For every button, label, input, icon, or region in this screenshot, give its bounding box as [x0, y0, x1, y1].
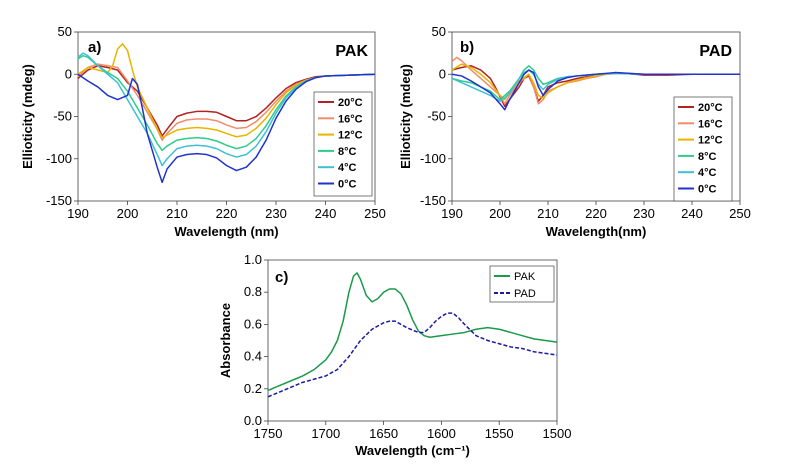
y-tick-label: -150: [420, 193, 446, 208]
x-tick-label: 1500: [543, 426, 572, 441]
x-tick-label: 1750: [254, 426, 283, 441]
y-tick-label: 50: [432, 24, 446, 39]
series-line-0°C: [451, 69, 740, 111]
x-tick-label: 190: [67, 206, 89, 221]
x-tick-label: 200: [117, 206, 139, 221]
x-axis-label: Wavelength (cm⁻¹): [355, 443, 470, 458]
series-group: [451, 56, 740, 111]
series-line-20°C: [77, 65, 376, 137]
y-axis-label: Ellioticity (mdeg): [398, 64, 413, 169]
panel-label: b): [460, 39, 474, 56]
legend-entry: 4°C: [698, 167, 717, 179]
series-line-PAK: [267, 272, 558, 392]
legend-entry: 0°C: [338, 179, 357, 191]
y-tick-label: 0.4: [244, 349, 262, 364]
legend-entry: 8°C: [338, 146, 357, 158]
chart-title: PAK: [335, 43, 368, 60]
x-tick-label: 210: [166, 206, 188, 221]
x-tick-label: 1600: [427, 426, 456, 441]
x-tick-label: 220: [585, 206, 607, 221]
series-line-12°C: [77, 43, 376, 139]
legend: PAK PAD: [489, 265, 555, 303]
x-tick-label: 220: [216, 206, 238, 221]
y-tick-label: 0.2: [244, 381, 262, 396]
legend-box: [673, 96, 733, 202]
x-tick-label: 230: [633, 206, 655, 221]
y-tick-label: 0: [65, 66, 72, 81]
x-tick-label: 230: [265, 206, 287, 221]
series-group: [267, 272, 558, 398]
y-tick-label: 50: [58, 24, 72, 39]
legend-entry: 8°C: [698, 151, 717, 163]
y-axis-label: Ellioticity (mdeg): [20, 64, 35, 169]
chart-title: PAD: [699, 43, 732, 60]
x-axis-label: Wavelength(nm): [546, 224, 647, 239]
x-tick-label: 1700: [311, 426, 340, 441]
legend-box: [489, 265, 555, 303]
legend-entry: 16°C: [338, 113, 363, 125]
series-group: [77, 43, 376, 184]
y-tick-label: 0.6: [244, 316, 262, 331]
x-tick-label: 250: [364, 206, 386, 221]
y-axis-label: Absorbance: [218, 303, 233, 378]
y-tick-label: -50: [427, 109, 446, 124]
series-line-0°C: [77, 73, 376, 184]
series-line-8°C: [451, 65, 740, 101]
legend: 20°C 16°C 12°C 8°C 4°C 0°C: [673, 96, 733, 202]
panel-label: a): [88, 39, 101, 56]
y-tick-label: -50: [53, 109, 72, 124]
x-axis-label: Wavelength (nm): [174, 224, 278, 239]
legend: 20°C 16°C 12°C 8°C 4°C 0°C: [313, 91, 373, 197]
series-line-PAD: [267, 312, 558, 398]
x-tick-label: 250: [729, 206, 751, 221]
legend-entry: 12°C: [338, 130, 363, 142]
series-line-12°C: [451, 63, 740, 101]
legend-entry: 4°C: [338, 162, 357, 174]
plot-frame: [267, 259, 558, 422]
x-tick-label: 240: [681, 206, 703, 221]
x-tick-label: 1650: [369, 426, 398, 441]
legend-entry: 20°C: [698, 102, 723, 114]
legend-entry: PAK: [514, 271, 536, 283]
x-tick-label: 210: [537, 206, 559, 221]
legend-entry: PAD: [514, 288, 536, 300]
y-tick-label: -150: [46, 193, 72, 208]
series-line-4°C: [77, 52, 376, 167]
x-tick-label: 200: [489, 206, 511, 221]
y-tick-label: -100: [420, 151, 446, 166]
y-tick-label: 1.0: [244, 252, 262, 267]
y-tick-label: 0.8: [244, 284, 262, 299]
y-tick-label: 0.0: [244, 413, 262, 428]
x-tick-label: 190: [441, 206, 463, 221]
x-tick-label: 1550: [485, 426, 514, 441]
y-tick-label: -100: [46, 151, 72, 166]
legend-entry: 16°C: [698, 118, 723, 130]
legend-box: [313, 91, 373, 197]
x-tick-label: 240: [315, 206, 337, 221]
legend-entry: 20°C: [338, 97, 363, 109]
panel-label: c): [275, 269, 288, 286]
legend-entry: 12°C: [698, 135, 723, 147]
legend-entry: 0°C: [698, 184, 717, 196]
y-tick-label: 0: [439, 66, 446, 81]
